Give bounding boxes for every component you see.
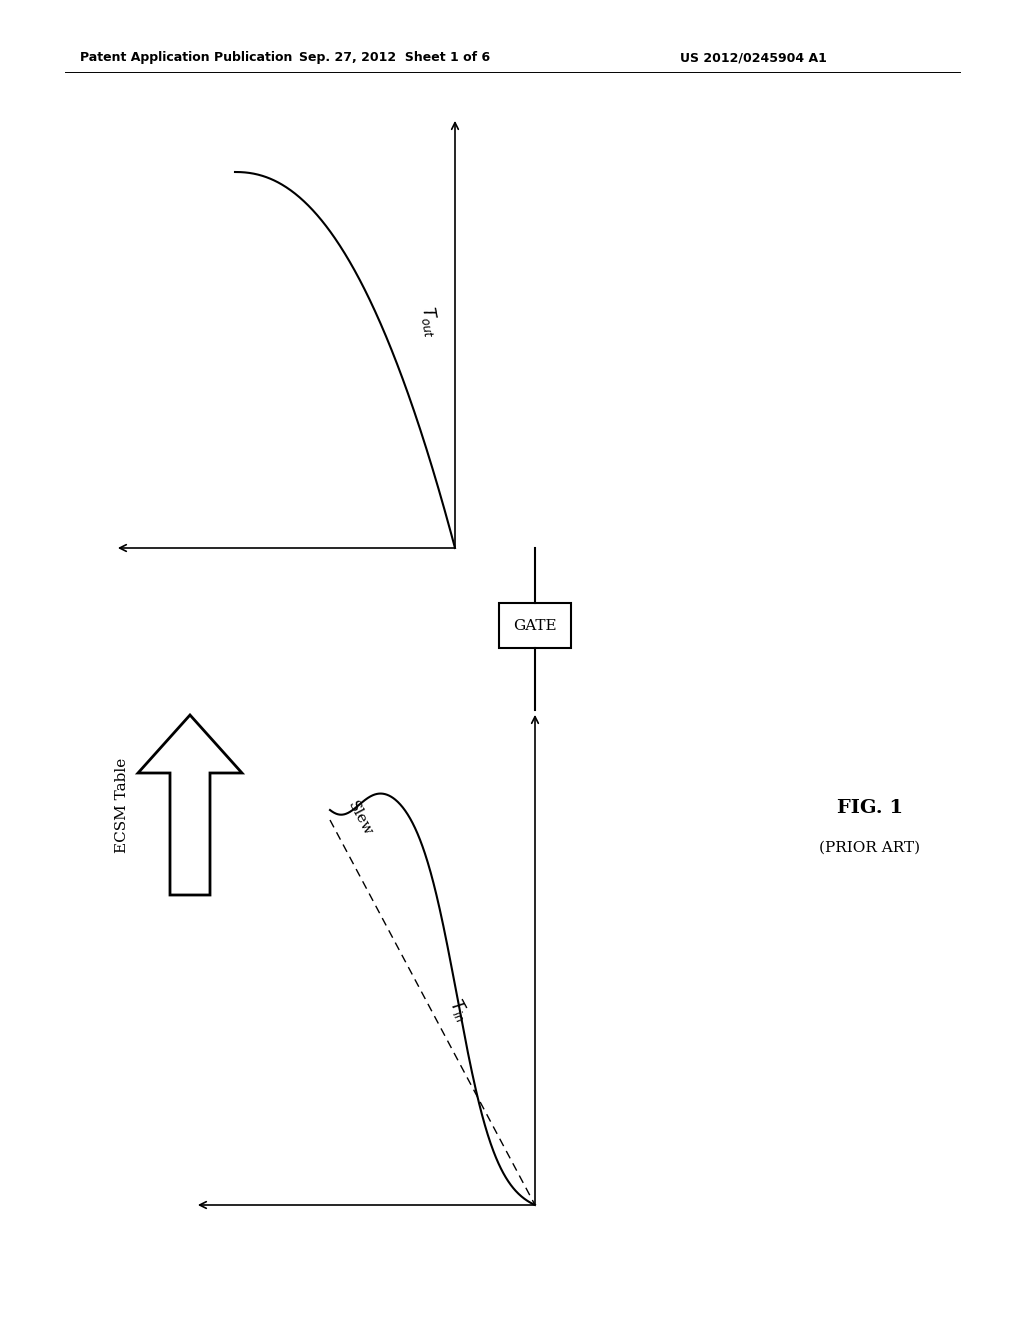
Text: Sep. 27, 2012  Sheet 1 of 6: Sep. 27, 2012 Sheet 1 of 6 — [299, 51, 490, 65]
Text: FIG. 1: FIG. 1 — [837, 799, 903, 817]
Text: (PRIOR ART): (PRIOR ART) — [819, 841, 921, 855]
Text: US 2012/0245904 A1: US 2012/0245904 A1 — [680, 51, 826, 65]
Bar — [499, 603, 571, 648]
Text: $T_{out}$: $T_{out}$ — [418, 305, 442, 339]
Text: Slew: Slew — [345, 799, 375, 838]
Text: GATE: GATE — [513, 619, 557, 632]
Text: Patent Application Publication: Patent Application Publication — [80, 51, 293, 65]
Text: $T_{in}$: $T_{in}$ — [445, 995, 473, 1024]
Polygon shape — [138, 715, 242, 895]
Text: ECSM Table: ECSM Table — [115, 758, 129, 853]
